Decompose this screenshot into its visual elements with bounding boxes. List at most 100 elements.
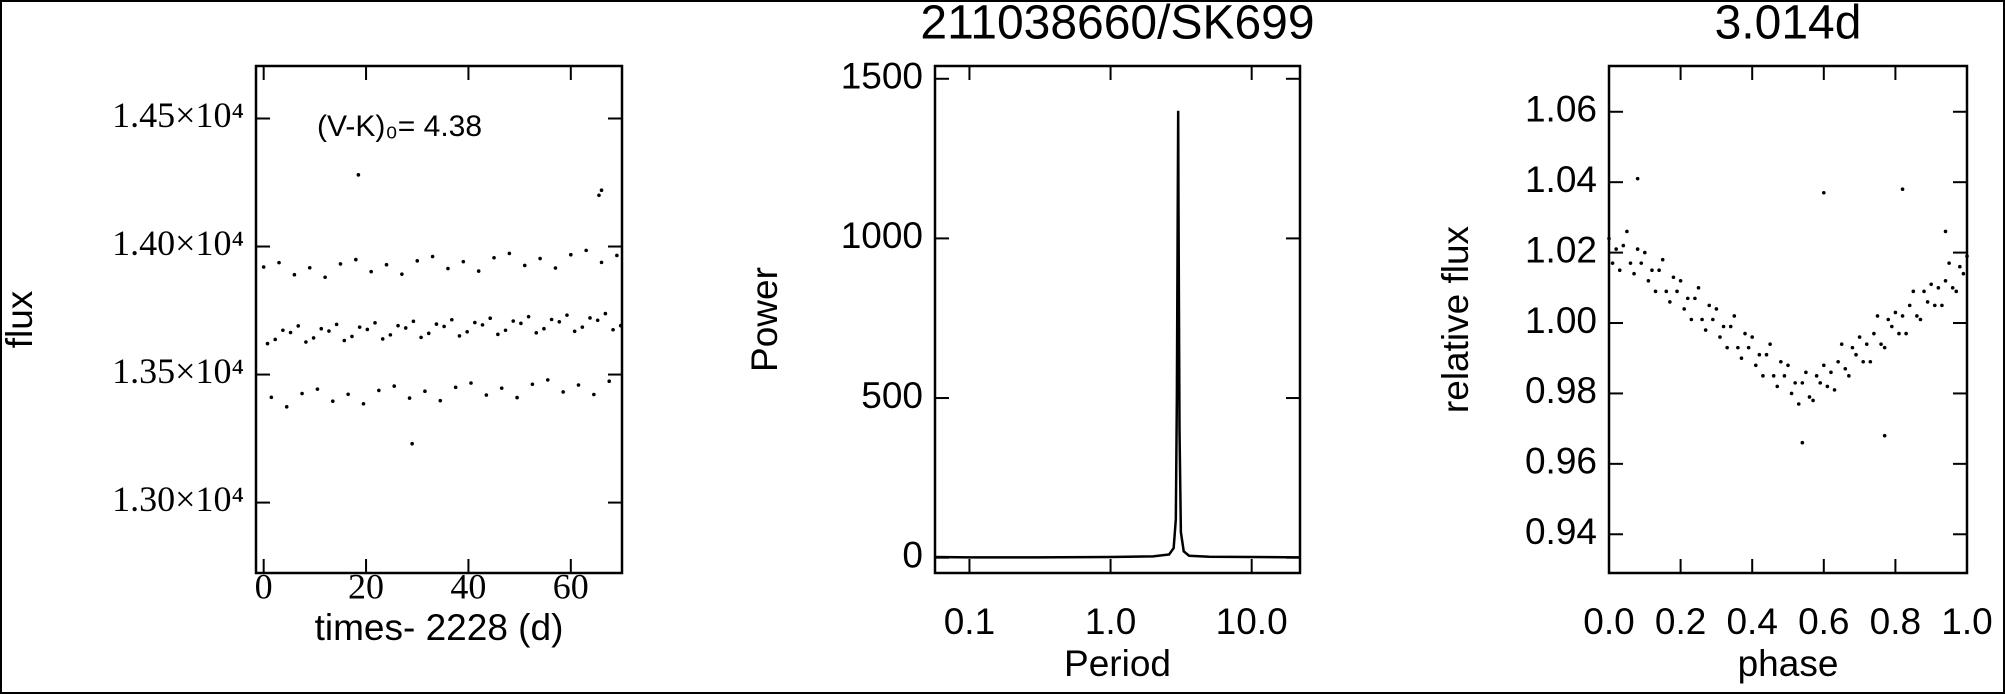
- data-point: [410, 441, 414, 446]
- data-point: [1822, 363, 1826, 368]
- data-point: [611, 327, 615, 332]
- y-axis-label: Power: [744, 267, 785, 372]
- data-point: [273, 337, 277, 342]
- data-point: [1961, 271, 1966, 276]
- data-point: [553, 266, 558, 270]
- data-point: [538, 256, 542, 261]
- data-point: [392, 384, 397, 388]
- data-point: [615, 253, 619, 258]
- data-point: [1965, 254, 1969, 258]
- data-point: [1954, 289, 1959, 294]
- data-point: [603, 311, 608, 316]
- data-point: [1872, 331, 1876, 336]
- annotation: (V-K)₀= 4.38: [317, 110, 482, 143]
- x-axis-label: phase: [1738, 643, 1839, 684]
- data-point: [1875, 314, 1880, 318]
- data-point: [1811, 398, 1815, 403]
- data-point: [1664, 289, 1669, 294]
- data-point: [597, 193, 601, 198]
- data-point: [557, 320, 562, 324]
- data-point: [269, 395, 274, 400]
- data-point: [261, 265, 266, 269]
- data-point: [1918, 317, 1923, 322]
- data-point: [1897, 331, 1901, 336]
- data-point: [473, 320, 477, 325]
- data-point: [584, 248, 588, 253]
- data-point: [327, 329, 331, 333]
- data-point: [542, 326, 546, 331]
- y-tick-label: 1.30×10⁴: [112, 479, 244, 519]
- data-point: [265, 341, 270, 346]
- data-point: [1879, 342, 1883, 346]
- x-axis-label: times- 2228 (d): [315, 607, 564, 648]
- data-point: [1825, 384, 1830, 389]
- x-tick-label: 0.8: [1870, 601, 1921, 642]
- data-point: [1904, 331, 1908, 336]
- data-point: [522, 263, 527, 268]
- data-point: [1900, 187, 1905, 192]
- data-point: [1653, 289, 1658, 294]
- data-point: [1804, 370, 1808, 375]
- x-tick-label: 1.0: [1941, 601, 1992, 642]
- data-point: [599, 260, 604, 265]
- y-tick-label: 1.45×10⁴: [112, 95, 244, 135]
- plot-frame: [933, 64, 1302, 575]
- data-point: [373, 321, 377, 325]
- data-point: [442, 324, 446, 329]
- data-point: [1793, 381, 1797, 385]
- x-tick-label: 60: [553, 566, 589, 606]
- data-point: [388, 333, 393, 337]
- y-tick-label: 1.02: [1525, 229, 1597, 270]
- plot-frame: [254, 64, 624, 575]
- data-point: [1832, 388, 1837, 392]
- data-point: [407, 396, 412, 400]
- data-point: [356, 173, 361, 177]
- data-point: [1958, 264, 1962, 269]
- data-point: [1743, 331, 1747, 336]
- data-point: [1628, 261, 1633, 265]
- data-point: [1814, 374, 1819, 378]
- data-point: [1882, 345, 1887, 350]
- data-point: [457, 334, 462, 338]
- data-point: [1693, 296, 1697, 301]
- data-point: [315, 387, 320, 391]
- y-tick-label: 0.98: [1525, 370, 1597, 411]
- x-tick-label: 1.0: [1085, 601, 1136, 642]
- chart-title: 211038660/SK699: [920, 0, 1314, 50]
- data-point: [1671, 275, 1676, 280]
- data-point: [1868, 359, 1873, 364]
- data-point: [572, 329, 577, 334]
- data-point: [1861, 359, 1865, 364]
- data-point: [1711, 317, 1715, 322]
- data-point: [307, 265, 312, 270]
- data-point: [1829, 370, 1833, 375]
- data-point: [1725, 345, 1729, 350]
- data-point: [369, 269, 373, 274]
- data-point: [507, 251, 512, 256]
- data-point: [1907, 303, 1912, 308]
- data-point: [526, 314, 531, 319]
- data-point: [323, 275, 327, 280]
- data-point: [430, 254, 435, 259]
- chart-title: 3.014d: [1715, 0, 1862, 50]
- data-point: [488, 316, 492, 321]
- data-point: [415, 259, 420, 263]
- x-tick-label: 0.1: [944, 601, 995, 642]
- data-point: [1700, 317, 1704, 322]
- data-point: [277, 260, 281, 265]
- data-point: [476, 269, 481, 273]
- data-point: [592, 392, 596, 397]
- y-tick-label: 0.94: [1525, 511, 1597, 552]
- y-tick-label: 1.06: [1525, 89, 1597, 130]
- data-point: [1847, 374, 1851, 378]
- data-point: [530, 382, 535, 387]
- data-point: [1678, 278, 1683, 283]
- data-point: [1685, 296, 1690, 301]
- data-point: [1893, 310, 1898, 315]
- x-tick-label: 0.0: [1583, 601, 1634, 642]
- data-point: [499, 386, 504, 390]
- data-point: [380, 337, 385, 341]
- y-tick-label: 0: [902, 534, 923, 575]
- data-point: [492, 255, 496, 260]
- data-point: [1714, 307, 1719, 311]
